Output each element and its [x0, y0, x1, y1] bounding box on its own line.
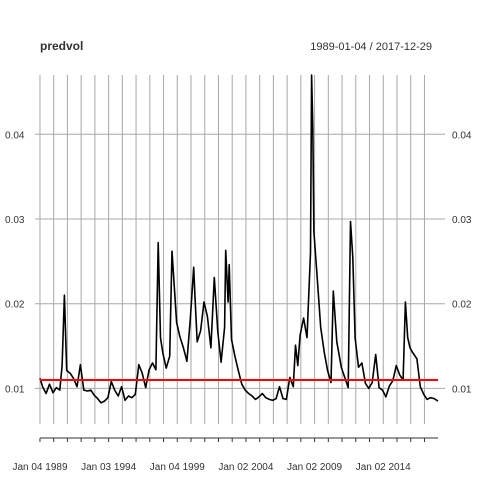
y-tick-label-left: 0.01: [5, 384, 25, 395]
x-tick-label: Jan 04 1999: [150, 462, 205, 473]
x-tick-label: Jan 04 1989: [12, 462, 67, 473]
chart-title: predvol: [40, 39, 83, 53]
date-range-label: 1989-01-04 / 2017-12-29: [310, 41, 432, 53]
x-axis: Jan 04 1989 Jan 03 1994 Jan 04 1999 Jan 02 …: [12, 437, 438, 473]
y-axis-left-labels: 0.01 0.02 0.03 0.04: [5, 130, 25, 395]
horizontal-gridlines: [35, 133, 445, 389]
x-tick-label: Jan 02 2014: [356, 462, 411, 473]
y-tick-label-left: 0.02: [5, 300, 25, 311]
y-tick-label-left: 0.04: [5, 130, 25, 141]
y-tick-label-right: 0.01: [452, 384, 472, 395]
y-tick-label-right: 0.04: [452, 130, 472, 141]
y-tick-label-left: 0.03: [5, 215, 25, 226]
x-tick-label: Jan 02 2009: [287, 462, 342, 473]
y-tick-label-right: 0.03: [452, 215, 472, 226]
vertical-gridlines: [39, 75, 425, 424]
series-line-predvol: [39, 74, 439, 404]
y-axis-right-labels: 0.01 0.02 0.03 0.04: [452, 130, 472, 395]
series-layer: [39, 74, 439, 404]
x-tick-label: Jan 03 1994: [81, 462, 136, 473]
x-tick-label: Jan 02 2004: [218, 462, 273, 473]
y-tick-label-right: 0.02: [452, 300, 472, 311]
